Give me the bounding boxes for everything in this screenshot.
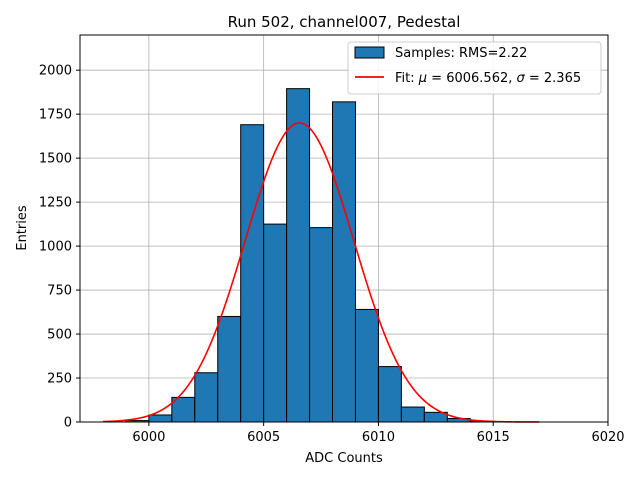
y-axis-label: Entries [15, 205, 30, 251]
histogram-bar [354, 308, 379, 423]
histogram-bar [332, 101, 356, 423]
x-tick-label: 6020 [591, 430, 624, 445]
x-axis-ticks: 6000 6005 6010 6015 6020 [132, 422, 625, 445]
chart-title: Run 502, channel007, Pedestal [228, 13, 461, 31]
legend-histogram-label: Samples: RMS=2.22 [395, 46, 527, 61]
histogram-bar [377, 366, 402, 423]
y-tick-label: 1000 [39, 240, 72, 255]
y-axis-ticks: 0 250 500 750 1000 1250 1500 1750 2000 [39, 64, 80, 431]
plot-frame [79, 34, 609, 423]
legend-fit-mu-symbol: μ [418, 71, 427, 86]
fit-curve [102, 122, 540, 423]
legend-fit-sigma-value: = 2.365 [525, 71, 581, 86]
y-tick-label: 2000 [39, 64, 72, 79]
legend-fit-sigma-symbol: σ [517, 71, 526, 86]
histogram-bar [217, 315, 242, 423]
legend-fit-label: Fit: μ = 6006.562, σ = 2.365 [395, 71, 581, 86]
x-tick-label: 6010 [362, 430, 395, 445]
legend-fit-prefix: Fit: [395, 71, 419, 86]
histogram-bar [194, 372, 219, 423]
y-tick-label: 1500 [39, 152, 72, 167]
histogram-bar [286, 88, 311, 423]
x-tick-label: 6015 [477, 430, 510, 445]
x-axis-label: ADC Counts [305, 451, 383, 466]
y-tick-label: 0 [64, 416, 72, 431]
legend-fit-mu-value: = 6006.562, [427, 71, 516, 86]
x-tick-label: 6000 [132, 430, 165, 445]
y-tick-label: 750 [47, 284, 72, 299]
legend-box [347, 41, 602, 95]
y-tick-label: 250 [47, 372, 72, 387]
histogram-bar [240, 124, 265, 423]
histogram-bar [148, 414, 173, 423]
histogram-bar [309, 227, 334, 423]
histogram-bar [263, 223, 288, 423]
legend-histogram-swatch [354, 46, 385, 59]
histogram-bar [400, 406, 425, 423]
y-tick-label: 1750 [39, 108, 72, 123]
legend: Samples: RMS=2.22 Fit: μ = 6006.562, σ =… [347, 41, 602, 95]
y-tick-label: 500 [47, 328, 72, 343]
x-tick-label: 6005 [247, 430, 280, 445]
y-tick-label: 1250 [39, 196, 72, 211]
